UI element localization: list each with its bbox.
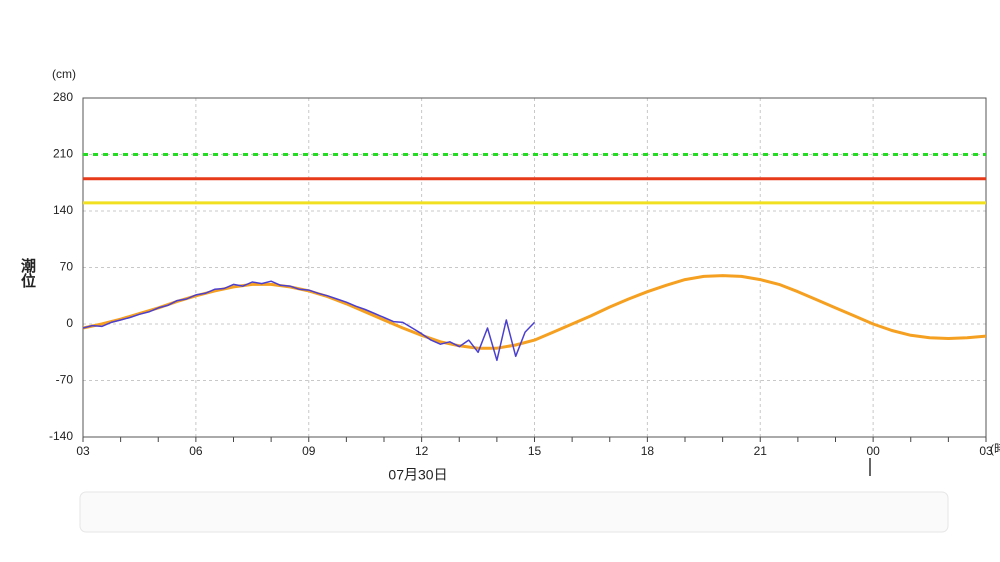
series-line — [83, 280, 536, 362]
x-tick-label: 06 — [189, 444, 203, 458]
plot-area — [83, 274, 986, 362]
x-tick-label: 00 — [866, 444, 880, 458]
x-tick-label: 18 — [641, 444, 655, 458]
y-tick-label: 210 — [53, 147, 73, 161]
x-unit: (時) — [990, 442, 1000, 456]
x-tick-label: 03 — [76, 444, 90, 458]
y-tick-label: 0 — [66, 316, 73, 330]
x-tick-label: 12 — [415, 444, 429, 458]
y-tick-label: 140 — [53, 203, 73, 217]
x-tick-label: 15 — [528, 444, 542, 458]
y-tick-label: 70 — [60, 260, 74, 274]
date-label: 07月30日 — [388, 467, 447, 483]
y-unit: (cm) — [52, 67, 76, 81]
x-tick-label: 03 — [979, 444, 993, 458]
series-line — [83, 274, 986, 350]
y-tick-label: -140 — [49, 429, 73, 443]
x-tick-label: 21 — [754, 444, 768, 458]
footer-panel — [79, 491, 949, 533]
y-axis-label: 潮位 — [19, 257, 36, 288]
y-tick-label: 280 — [53, 90, 73, 104]
y-tick-label: -70 — [56, 373, 74, 387]
plot-frame — [82, 97, 987, 438]
x-tick-label: 09 — [302, 444, 316, 458]
